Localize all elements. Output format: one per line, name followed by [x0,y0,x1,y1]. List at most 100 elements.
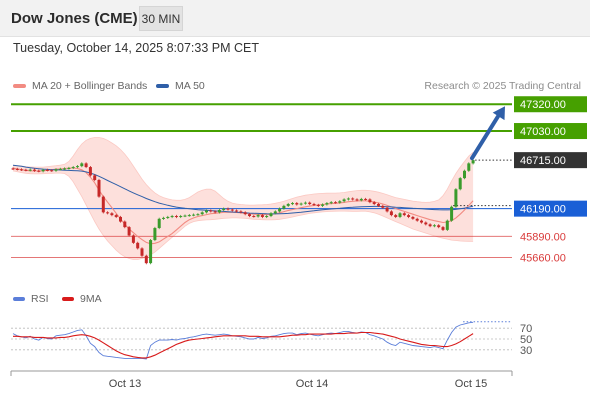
candle-body [80,163,84,167]
candle-body [41,169,45,172]
candle-body [278,208,282,212]
candle-body [114,215,118,217]
candle-body [467,163,471,171]
candle-body [67,167,71,169]
bb-upper-line [12,137,474,206]
rsi-tick-label: 70 [520,323,532,335]
candle-body [50,170,54,172]
candle-body [187,215,191,217]
candle-body [37,170,41,172]
rsi-9ma-line [13,331,474,359]
candle-body [342,199,346,202]
candle-body [334,202,337,204]
chart-header: Dow Jones (CME) 30 MIN [0,0,590,37]
candle-body [106,212,110,214]
candle-body [93,175,97,180]
candle-body [84,163,88,168]
candle-body [217,210,221,213]
candle-body [291,203,294,205]
candle-body [432,225,436,227]
rsi-tick-label: 50 [520,334,532,346]
candle-body [437,225,441,228]
candle-body [222,208,226,211]
candle-body [192,214,196,216]
candle-body [364,198,368,200]
candle-body [420,220,423,223]
level-tag [514,96,587,113]
timeframe-button[interactable]: 30 MIN [139,6,183,31]
candle-body [136,242,140,249]
candle-body [127,227,131,236]
candle-body [269,213,273,217]
legend-label: MA 50 [175,80,205,92]
level-tag [514,123,587,140]
candle-body [377,204,380,206]
candle-body [71,167,75,169]
candle-body [243,212,247,215]
candle-body [205,210,208,213]
legend-9ma: 9MA [62,293,102,305]
candle-body [402,213,406,216]
candle-body [299,203,303,205]
candle-body [144,255,148,264]
candle-body [196,214,200,216]
candle-body [415,218,419,221]
candle-body [20,169,24,171]
candle-body [441,227,445,230]
level-label: 46715.00 [520,155,566,167]
candle-body [101,196,105,213]
candle-body [110,213,114,216]
candle-body [230,209,234,211]
candle-body [407,215,411,217]
candle-body [153,228,157,241]
level-label: 47030.00 [520,126,566,138]
candle-body [359,198,363,201]
candle-body [273,211,277,214]
candle-body [321,204,325,206]
candle-body [398,213,402,217]
candle-body [140,248,144,256]
candle-body [119,216,122,222]
rsi-line [12,321,474,360]
candle-body [174,216,178,218]
candle-body [166,216,170,218]
legend-label: RSI [31,293,49,305]
candle-body [303,202,307,204]
rsi-swatch-icon [13,297,25,302]
candle-body [351,198,355,200]
candle-body [471,160,475,164]
candle-body [312,204,316,206]
x-tick-label: Oct 15 [455,378,487,390]
bb-lower-line [12,170,474,260]
timestamp: Tuesday, October 14, 2025 8:07:33 PM CET [13,41,259,55]
level-tag [514,200,587,217]
candle-body [15,168,19,170]
candle-body [346,198,350,200]
candle-body [411,216,415,219]
candle-body [235,210,239,212]
legend-ma20-bollinger: MA 20 + Bollinger Bands [13,80,147,92]
candle-body [368,199,372,203]
bollinger-band [13,137,474,260]
candle-body [28,169,32,171]
candle-body [123,221,127,228]
candle-body [463,170,466,179]
x-tick-label: Oct 13 [109,378,141,390]
candle-body [252,216,256,218]
candle-body [265,216,269,218]
candle-body [424,222,428,225]
candles [11,159,475,265]
candle-body [226,208,230,210]
candle-body [282,205,286,209]
candle-body [131,235,135,243]
candle-body [209,210,213,212]
candle-body [239,211,243,213]
candle-body [450,206,454,221]
candle-body [295,203,299,205]
candle-body [179,216,183,218]
legend-label: 9MA [80,293,102,305]
ma20-swatch-icon [13,84,26,89]
candle-body [213,211,217,213]
candle-body [329,202,333,204]
